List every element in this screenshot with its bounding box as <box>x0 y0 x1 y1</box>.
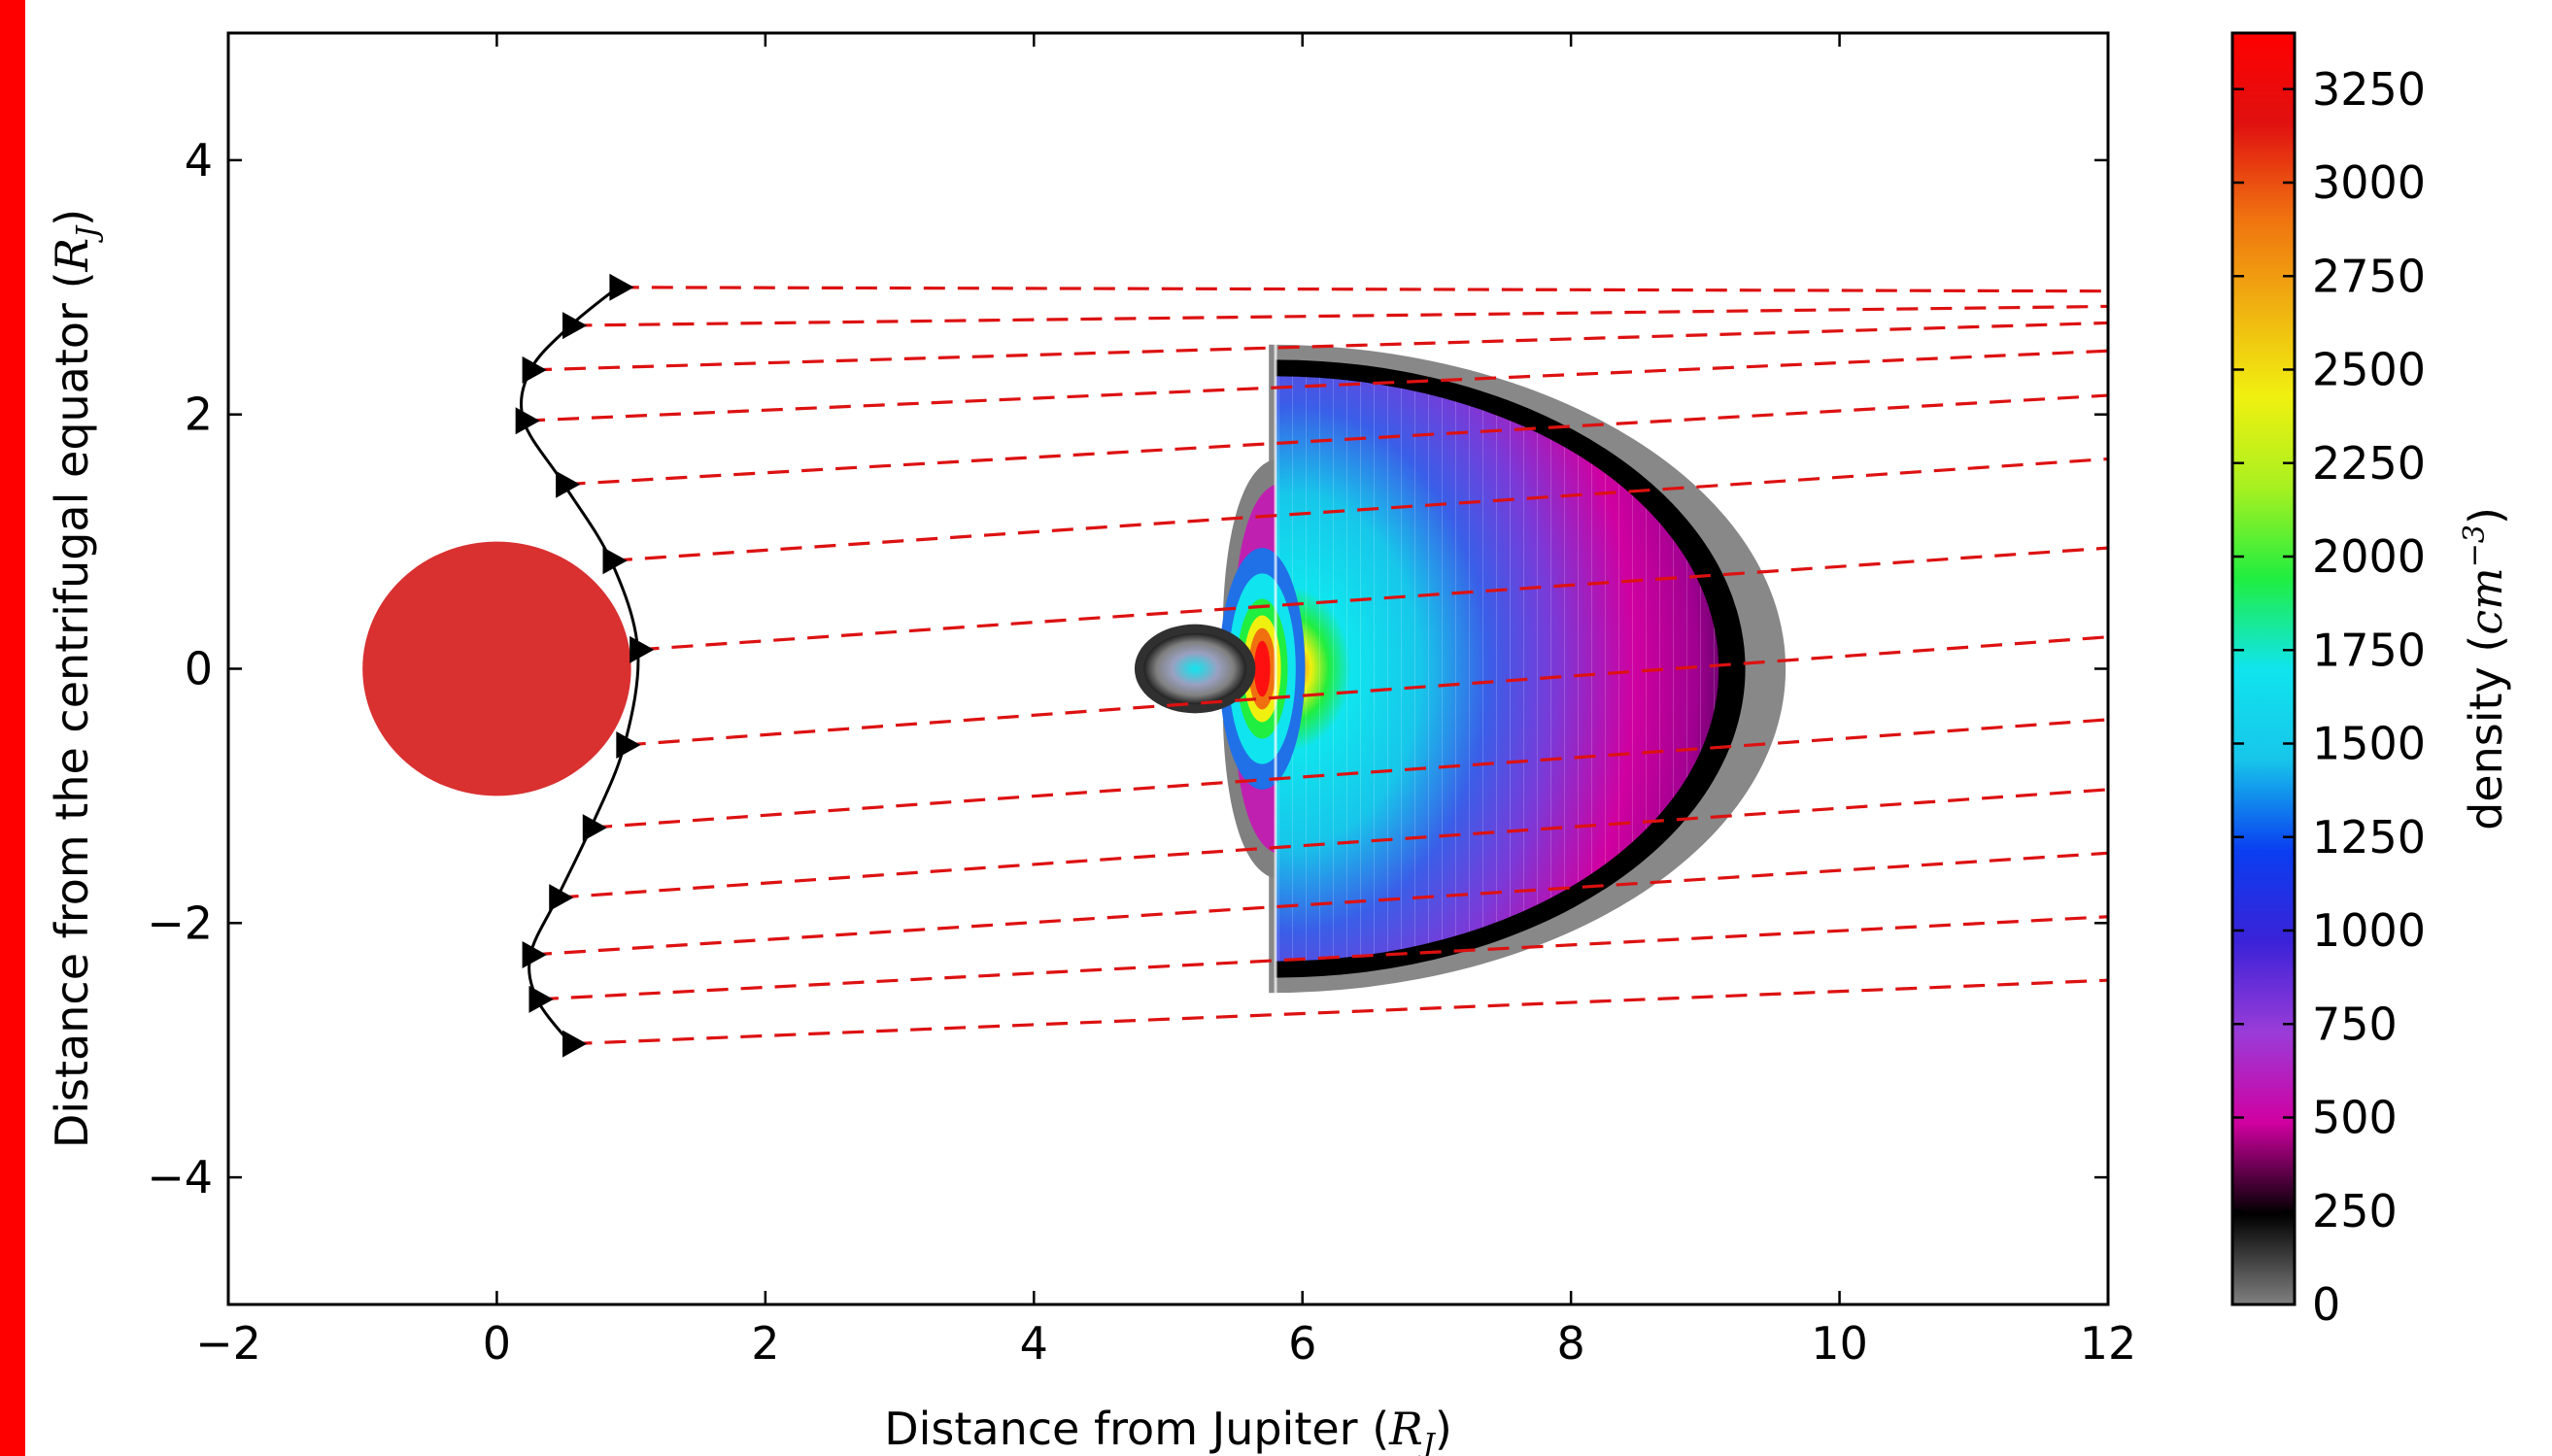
line-of-sight-5 <box>610 457 2108 562</box>
x-tick-label: 2 <box>751 1317 779 1370</box>
x-axis-label: Distance from Jupiter (RJ) <box>884 1403 1452 1456</box>
trajectory-marker-7 <box>616 731 641 760</box>
colorbar-tick-label: 2500 <box>2312 344 2426 396</box>
jupiter-layer <box>362 541 631 796</box>
line-of-sight-9 <box>557 788 2108 899</box>
line-of-sight-3 <box>524 349 2108 423</box>
line-of-sight-7 <box>624 635 2108 747</box>
trajectory-layer <box>515 273 655 1058</box>
colorbar-tick-label: 250 <box>2312 1185 2398 1237</box>
line-of-sight-0 <box>617 286 2108 293</box>
y-axis-label: Distance from the centrifugal equator (R… <box>46 209 105 1148</box>
x-axis-unit: R <box>1388 1403 1423 1455</box>
colorbar-tick-label: 2750 <box>2312 250 2426 302</box>
colorbar-label: density (cm−3) <box>2458 507 2512 830</box>
left-red-edge <box>0 0 25 1456</box>
colorbar-tick-label: 2000 <box>2312 530 2426 583</box>
x-tick-label: 4 <box>1020 1317 1048 1370</box>
y-tick-label: −2 <box>147 897 213 949</box>
colorbar-tick-label: 1250 <box>2312 811 2426 863</box>
density-regions <box>1134 344 1786 994</box>
colorbar-tick-label: 750 <box>2312 998 2398 1050</box>
colorbar-tick-label: 3250 <box>2312 63 2426 116</box>
x-tick-label: 12 <box>2080 1317 2137 1370</box>
y-tick-label: −4 <box>147 1151 213 1203</box>
colorbar-label-text: density ( <box>2460 635 2512 830</box>
line-of-sight-4 <box>563 393 2108 487</box>
trajectory-marker-6 <box>629 635 655 663</box>
y-axis-label-text: Distance from the centrifugal equator ( <box>46 271 98 1148</box>
colorbar-rect <box>2230 31 2297 1306</box>
trajectory-marker-12 <box>562 1030 588 1058</box>
colorbar-tick-label: 3000 <box>2312 156 2426 209</box>
colorbar-tick-label: 2250 <box>2312 437 2426 490</box>
colorbar-unit: cm <box>2460 567 2512 634</box>
trajectory-marker-4 <box>556 470 581 498</box>
trajectory-marker-9 <box>549 884 574 912</box>
line-of-sight-1 <box>570 304 2108 327</box>
x-tick-label: −2 <box>195 1317 261 1370</box>
x-axis-ticks: −2 0 2 4 6 8 10 12 <box>195 33 2136 1370</box>
plot-area: −2 0 2 4 6 8 10 12 −4 −2 0 2 4 <box>147 31 2136 1370</box>
trajectory-marker-10 <box>522 941 547 969</box>
colorbar-tick-label: 1500 <box>2312 718 2426 770</box>
colorbar: 0 250 500 750 1000 1250 1500 1750 2000 2250 2500 27… <box>2230 31 2512 1331</box>
torus-contour-lines <box>1276 376 1719 962</box>
x-tick-label: 6 <box>1288 1317 1316 1370</box>
y-tick-label: 0 <box>185 643 213 695</box>
line-of-sight-layer <box>524 286 2108 1046</box>
colorbar-ticks: 0 250 500 750 1000 1250 1500 1750 2000 2250 2500 27… <box>2232 63 2426 1331</box>
trajectory-marker-0 <box>609 273 634 301</box>
trajectory-marker-2 <box>522 356 547 384</box>
line-of-sight-10 <box>529 851 2108 957</box>
colorbar-label-close: ) <box>2460 507 2512 525</box>
y-tick-label: 2 <box>185 389 213 441</box>
y-axis-unit: R <box>46 238 98 273</box>
colorbar-tick-label: 500 <box>2312 1092 2398 1144</box>
line-of-sight-2 <box>529 321 2108 372</box>
line-of-sight-11 <box>536 915 2108 1001</box>
colorbar-tick-label: 1000 <box>2312 904 2426 957</box>
trajectory-marker-5 <box>602 547 628 575</box>
y-axis-label-close: ) <box>46 209 98 226</box>
trajectory-marker-3 <box>515 407 540 435</box>
x-axis-label-text: Distance from Jupiter ( <box>884 1403 1389 1455</box>
x-tick-label: 10 <box>1811 1317 1868 1370</box>
line-of-sight-6 <box>637 546 2108 652</box>
x-tick-label: 8 <box>1557 1317 1585 1370</box>
colorbar-tick-label: 0 <box>2312 1278 2340 1331</box>
y-tick-label: 4 <box>185 134 213 186</box>
peak-contour-5 <box>1253 640 1271 697</box>
trajectory-marker-11 <box>528 985 554 1013</box>
line-of-sight-8 <box>591 718 2108 830</box>
blob-core <box>1143 632 1247 705</box>
x-axis-label-close: ) <box>1435 1403 1452 1455</box>
y-axis-ticks: −4 −2 0 2 4 <box>147 134 2108 1203</box>
trajectory-marker-8 <box>582 814 607 842</box>
jupiter-disk <box>362 541 631 796</box>
colorbar-tick-label: 1750 <box>2312 624 2426 676</box>
colorbar-unit-sup: −3 <box>2458 525 2492 567</box>
line-of-sight-12 <box>570 978 2108 1046</box>
trajectory-marker-1 <box>562 312 588 340</box>
x-tick-label: 0 <box>483 1317 511 1370</box>
